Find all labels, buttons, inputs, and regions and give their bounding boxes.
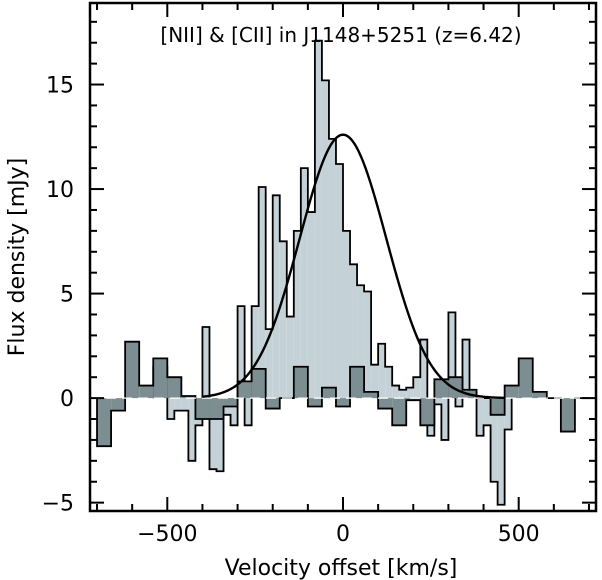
series-0-bar [364,291,372,399]
series-0-bar [237,306,245,399]
series-1-bar [392,398,407,426]
series-0-bar [378,343,386,399]
x-tick-label: 0 [336,522,350,547]
series-0-bar [307,212,315,399]
series-0-bar [265,329,273,399]
series-0-bar [286,316,294,399]
series-0-bar [251,306,259,399]
x-tick-label: −500 [137,522,197,547]
series-0-bar [335,163,343,399]
series-0-bar [230,398,238,426]
series-1-bar [237,381,252,399]
series-0-bar [462,339,470,399]
series-1-bar [504,385,519,399]
series-0-bar [216,398,224,472]
series-1-bar [434,379,449,399]
series-1-bars [96,340,589,448]
series-1-bar [335,398,351,407]
series-1-bar [420,398,435,426]
y-axis-label: Flux density [mJy] [5,158,30,356]
series-0-bar [209,398,217,470]
series-0-bar [202,327,210,399]
series-1-bar [139,385,154,399]
series-1-bar [111,398,126,411]
series-0-bar [385,366,393,399]
y-tick-label: −5 [42,492,74,517]
series-1-bar [490,398,505,415]
series-0-bar [244,398,252,426]
series-1-bar [167,377,182,399]
series-0-bar [455,398,463,407]
series-1-bar [448,377,463,399]
series-0-bar [434,398,442,405]
series-1-bar [378,398,393,409]
series-0-bar [181,398,189,411]
y-tick-label: 5 [60,283,74,308]
series-1-bar [125,341,140,399]
series-0-bar [413,377,421,399]
series-1-bar [560,398,575,432]
series-0-bar [406,387,414,399]
series-0-bar [392,385,400,399]
series-0-bar [258,186,266,399]
series-0-bar [357,285,365,399]
plot-frame [88,1,598,513]
x-tick-label: 500 [498,522,540,547]
series-1-outline [96,340,589,448]
series-0-bar [328,138,336,399]
series-1-bar [97,398,112,447]
series-0-bar [293,230,301,399]
y-tick-label: 0 [60,387,74,412]
series-1-bar [265,398,280,409]
series-0-bar [441,398,449,440]
series-0-bar [350,264,358,399]
series-0-bar [476,398,484,436]
series-1-bar [293,366,308,399]
series-1-bar [307,398,322,407]
series-0-bar [420,339,428,399]
series-0-bar [314,40,322,399]
ticks: −500 0 500 −5 0 5 10 15 [42,3,596,547]
series-1-bar [181,396,196,399]
series-0-bar [399,389,407,399]
series-0-bar [448,312,456,399]
series-1-bar [532,391,547,399]
series-0-outline [152,39,513,506]
series-0-bar [371,364,379,399]
series-1-bar [350,366,365,399]
series-0-bar [272,195,280,399]
series-0-bar [174,398,182,411]
series-1-bar [518,358,533,399]
series-1-bar [195,398,210,420]
y-tick-label: 15 [46,74,74,99]
series-1-bar [223,398,238,407]
series-1-bar [321,387,336,399]
series-1-bar [406,398,421,401]
series-0-bar [300,168,308,399]
series-0-bar [343,230,351,399]
series-0-bar [490,398,498,482]
x-axis-label: Velocity offset [km/s] [225,556,458,580]
series-0-bar [167,398,175,420]
series-0-bar [483,398,491,426]
series-1-bar [251,368,266,399]
series-1-bar [153,358,168,399]
series-1-bar [364,391,379,399]
series-1-bar [209,398,224,420]
plot-data [90,39,596,506]
chart-title: [NII] & [CII] in J1148+5251 (z=6.42) [160,23,521,47]
gaussian-fit-line [202,133,505,400]
series-0-bar [497,398,505,505]
series-0-bar [279,241,287,399]
series-0-bar [188,398,196,461]
series-0-bar [504,398,512,430]
series-0-bar [321,80,329,399]
y-tick-label: 10 [46,178,74,203]
